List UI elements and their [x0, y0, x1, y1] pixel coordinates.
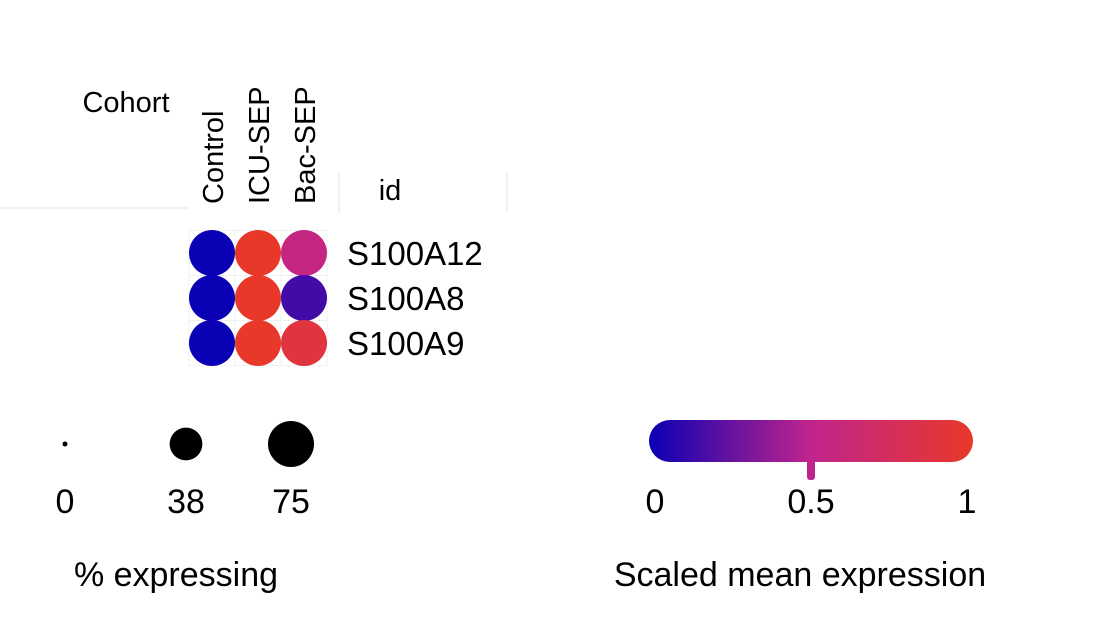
- column-labels: Control ICU-SEP Bac-SEP: [198, 86, 322, 204]
- dot-s100a9-bac-sep: [281, 320, 327, 366]
- color-legend-tick-1: 1: [958, 483, 977, 521]
- size-legend-tick-75: 75: [272, 483, 310, 521]
- dot-matrix: [188, 230, 328, 366]
- color-legend-marker: [807, 460, 815, 480]
- row-header-id: id: [379, 175, 402, 207]
- row-label-s100a8: S100A8: [347, 280, 464, 317]
- dot-s100a8-icu-sep: [235, 275, 281, 321]
- size-legend-title: % expressing: [74, 556, 278, 594]
- column-label-bac-sep: Bac-SEP: [290, 86, 322, 204]
- size-legend-tick-0: 0: [56, 483, 75, 521]
- color-legend-ticks: 0 0.5 1: [646, 483, 977, 521]
- cohort-label: Cohort: [82, 87, 169, 119]
- color-legend-tick-0-5: 0.5: [787, 483, 834, 521]
- size-legend: 0 38 75: [56, 421, 314, 521]
- size-legend-dot-0: [62, 441, 68, 447]
- dot-s100a9-control: [189, 320, 235, 366]
- column-label-control: Control: [198, 111, 230, 205]
- color-legend-title: Scaled mean expression: [614, 556, 986, 594]
- row-labels: S100A12 S100A8 S100A9: [347, 235, 483, 362]
- color-legend-bar: [649, 420, 973, 462]
- dot-s100a12-control: [189, 230, 235, 276]
- row-label-s100a9: S100A9: [347, 325, 464, 362]
- dot-s100a8-control: [189, 275, 235, 321]
- dot-s100a8-bac-sep: [281, 275, 327, 321]
- size-legend-dot-75: [268, 421, 314, 467]
- size-legend-dot-38: [169, 427, 203, 461]
- dot-s100a12-icu-sep: [235, 230, 281, 276]
- color-legend-tick-0: 0: [646, 483, 665, 521]
- size-legend-tick-38: 38: [167, 483, 205, 521]
- dot-s100a9-icu-sep: [235, 320, 281, 366]
- row-label-s100a12: S100A12: [347, 235, 483, 272]
- dot-s100a12-bac-sep: [281, 230, 327, 276]
- column-label-icu-sep: ICU-SEP: [244, 86, 276, 204]
